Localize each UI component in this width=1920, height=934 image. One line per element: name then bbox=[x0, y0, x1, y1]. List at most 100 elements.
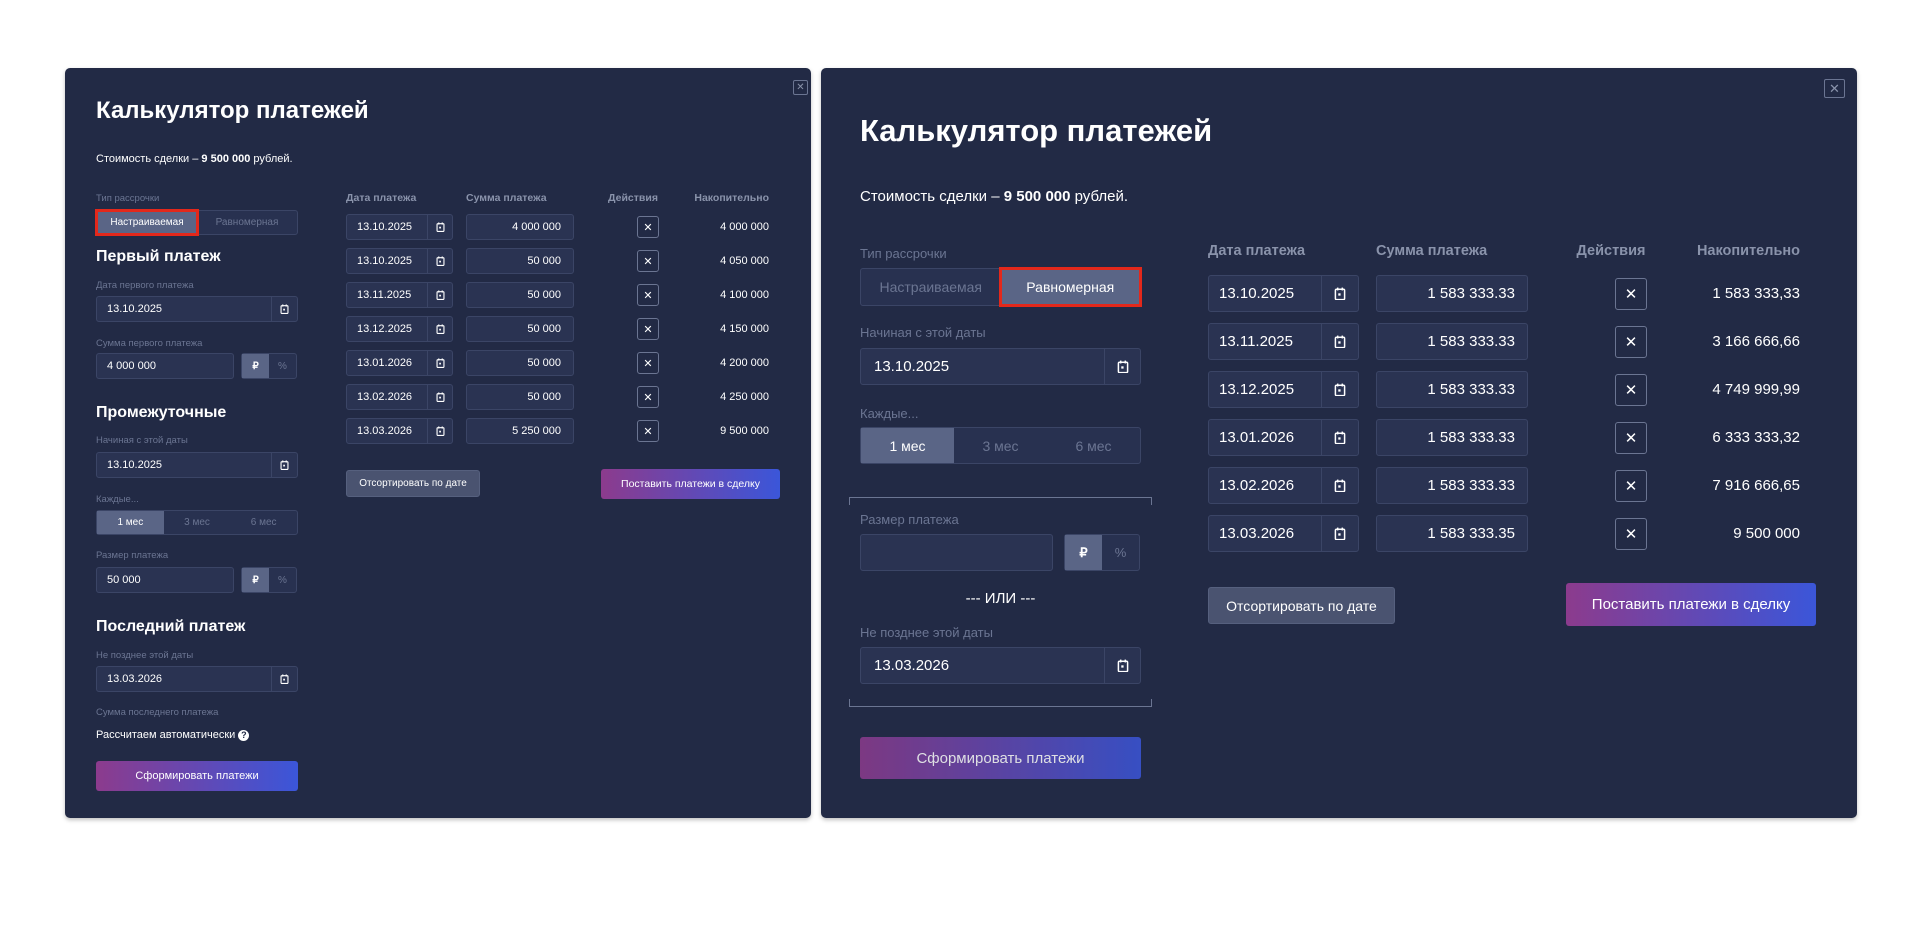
calendar-icon[interactable] bbox=[271, 453, 297, 477]
row-date-input[interactable]: 13.12.2025 bbox=[346, 316, 453, 342]
delete-row-button[interactable]: ✕ bbox=[637, 386, 659, 408]
calendar-icon[interactable] bbox=[1321, 324, 1358, 359]
calendar-icon[interactable] bbox=[427, 283, 452, 307]
type-even-option[interactable]: Равномерная bbox=[998, 267, 1142, 307]
row-sum-input[interactable]: 1 583 333.35 bbox=[1376, 515, 1528, 552]
row-date-input[interactable]: 13.10.2025 bbox=[346, 214, 453, 240]
row-sum-input[interactable]: 50 000 bbox=[466, 384, 574, 410]
help-icon[interactable]: ? bbox=[238, 730, 250, 741]
last-date-value: 13.03.2026 bbox=[107, 673, 163, 685]
period-3-months[interactable]: 3 мес bbox=[184, 517, 210, 528]
row-date-value: 13.03.2026 bbox=[1219, 525, 1295, 542]
row-sum-input[interactable]: 1 583 333.33 bbox=[1376, 419, 1528, 456]
start-date-input[interactable]: 13.10.2025 bbox=[860, 348, 1141, 385]
row-sum-input[interactable]: 1 583 333.33 bbox=[1376, 323, 1528, 360]
period-6-months[interactable]: 6 мес bbox=[250, 517, 277, 528]
row-sum-input[interactable]: 5 250 000 bbox=[466, 418, 574, 444]
row-date-input[interactable]: 13.11.2025 bbox=[346, 282, 453, 308]
row-sum-input[interactable]: 50 000 bbox=[466, 316, 574, 342]
first-date-label: Дата первого платежа bbox=[96, 280, 194, 291]
type-custom-option[interactable]: Настраиваемая bbox=[95, 209, 199, 236]
ruble-option[interactable]: ₽ bbox=[242, 354, 269, 378]
payment-size-input[interactable] bbox=[860, 534, 1053, 571]
generate-payments-button[interactable]: Сформировать платежи bbox=[96, 761, 298, 791]
type-switch: Настраиваемая Равномерная bbox=[860, 267, 1142, 307]
last-payment-heading: Последний платеж bbox=[96, 618, 246, 635]
calendar-icon[interactable] bbox=[1321, 420, 1358, 455]
delete-row-button[interactable]: ✕ bbox=[637, 216, 659, 238]
row-date-input[interactable]: 13.11.2025 bbox=[1208, 323, 1359, 360]
row-date-input[interactable]: 13.03.2026 bbox=[1208, 515, 1359, 552]
first-date-input[interactable]: 13.10.2025 bbox=[96, 296, 298, 322]
period-6-months[interactable]: 6 мес bbox=[1075, 437, 1112, 454]
delete-row-button[interactable]: ✕ bbox=[1615, 421, 1647, 454]
first-sum-input[interactable]: 4 000 000 bbox=[96, 353, 234, 379]
row-sum-input[interactable]: 50 000 bbox=[466, 350, 574, 376]
delete-row-button[interactable]: ✕ bbox=[1615, 373, 1647, 406]
last-date-input[interactable]: 13.03.2026 bbox=[96, 666, 298, 692]
row-date-input[interactable]: 13.10.2025 bbox=[346, 248, 453, 274]
or-separator: --- ИЛИ --- bbox=[965, 590, 1036, 607]
delete-row-button[interactable]: ✕ bbox=[637, 250, 659, 272]
delete-row-button[interactable]: ✕ bbox=[637, 352, 659, 374]
ruble-option[interactable]: ₽ bbox=[1065, 535, 1102, 570]
row-sum-input[interactable]: 1 583 333.33 bbox=[1376, 467, 1528, 504]
calendar-icon[interactable] bbox=[427, 351, 452, 375]
calendar-icon[interactable] bbox=[427, 249, 452, 273]
calendar-icon[interactable] bbox=[1104, 648, 1140, 683]
payment-size-input[interactable]: 50 000 bbox=[96, 567, 234, 593]
period-1-month[interactable]: 1 мес bbox=[97, 511, 164, 534]
close-button[interactable]: ✕ bbox=[1824, 79, 1845, 98]
payment-size-value: 50 000 bbox=[107, 574, 141, 586]
row-date-input[interactable]: 13.01.2026 bbox=[346, 350, 453, 376]
start-date-input[interactable]: 13.10.2025 bbox=[96, 452, 298, 478]
delete-row-button[interactable]: ✕ bbox=[1615, 277, 1647, 310]
row-date-input[interactable]: 13.03.2026 bbox=[346, 418, 453, 444]
calendar-icon[interactable] bbox=[427, 317, 452, 341]
row-date-input[interactable]: 13.12.2025 bbox=[1208, 371, 1359, 408]
row-date-input[interactable]: 13.02.2026 bbox=[346, 384, 453, 410]
calendar-icon[interactable] bbox=[1321, 516, 1358, 551]
type-custom-option[interactable]: Настраиваемая bbox=[879, 279, 983, 295]
delete-row-button[interactable]: ✕ bbox=[637, 284, 659, 306]
delete-row-button[interactable]: ✕ bbox=[1615, 325, 1647, 358]
period-1-month[interactable]: 1 мес bbox=[861, 428, 954, 463]
calendar-icon[interactable] bbox=[427, 419, 452, 443]
calendar-icon[interactable] bbox=[271, 297, 297, 321]
calendar-icon[interactable] bbox=[1321, 372, 1358, 407]
row-date-input[interactable]: 13.10.2025 bbox=[1208, 275, 1359, 312]
delete-row-button[interactable]: ✕ bbox=[637, 420, 659, 442]
row-sum-input[interactable]: 1 583 333.33 bbox=[1376, 371, 1528, 408]
calendar-icon[interactable] bbox=[427, 215, 452, 239]
end-date-input[interactable]: 13.03.2026 bbox=[860, 647, 1141, 684]
percent-option[interactable]: % bbox=[1114, 545, 1127, 560]
calendar-icon[interactable] bbox=[271, 667, 297, 691]
row-sum-input[interactable]: 50 000 bbox=[466, 282, 574, 308]
post-payments-button[interactable]: Поставить платежи в сделку bbox=[601, 469, 780, 499]
calendar-icon[interactable] bbox=[1321, 468, 1358, 503]
percent-option[interactable]: % bbox=[278, 574, 287, 586]
row-sum-input[interactable]: 1 583 333.33 bbox=[1376, 275, 1528, 312]
calendar-icon[interactable] bbox=[427, 385, 452, 409]
generate-payments-button[interactable]: Сформировать платежи bbox=[860, 737, 1141, 779]
row-sum-input[interactable]: 50 000 bbox=[466, 248, 574, 274]
delete-row-button[interactable]: ✕ bbox=[1615, 517, 1647, 550]
row-date-value: 13.11.2025 bbox=[357, 289, 412, 301]
post-payments-button[interactable]: Поставить платежи в сделку bbox=[1566, 583, 1816, 626]
deal-cost: Стоимость сделки – 9 500 000 рублей. bbox=[860, 188, 1128, 205]
row-sum-input[interactable]: 4 000 000 bbox=[466, 214, 574, 240]
row-date-input[interactable]: 13.01.2026 bbox=[1208, 419, 1359, 456]
type-even-option[interactable]: Равномерная bbox=[215, 217, 279, 228]
calendar-icon[interactable] bbox=[1104, 349, 1140, 384]
percent-option[interactable]: % bbox=[278, 360, 287, 372]
close-button[interactable]: ✕ bbox=[793, 80, 808, 95]
sort-by-date-button[interactable]: Отсортировать по дате bbox=[346, 470, 480, 497]
row-date-input[interactable]: 13.02.2026 bbox=[1208, 467, 1359, 504]
delete-row-button[interactable]: ✕ bbox=[637, 318, 659, 340]
sort-by-date-button[interactable]: Отсортировать по дате bbox=[1208, 587, 1395, 624]
period-3-months[interactable]: 3 мес bbox=[982, 437, 1019, 454]
calendar-icon[interactable] bbox=[1321, 276, 1358, 311]
delete-row-button[interactable]: ✕ bbox=[1615, 469, 1647, 502]
end-date-value: 13.03.2026 bbox=[874, 657, 950, 674]
ruble-option[interactable]: ₽ bbox=[242, 568, 269, 592]
